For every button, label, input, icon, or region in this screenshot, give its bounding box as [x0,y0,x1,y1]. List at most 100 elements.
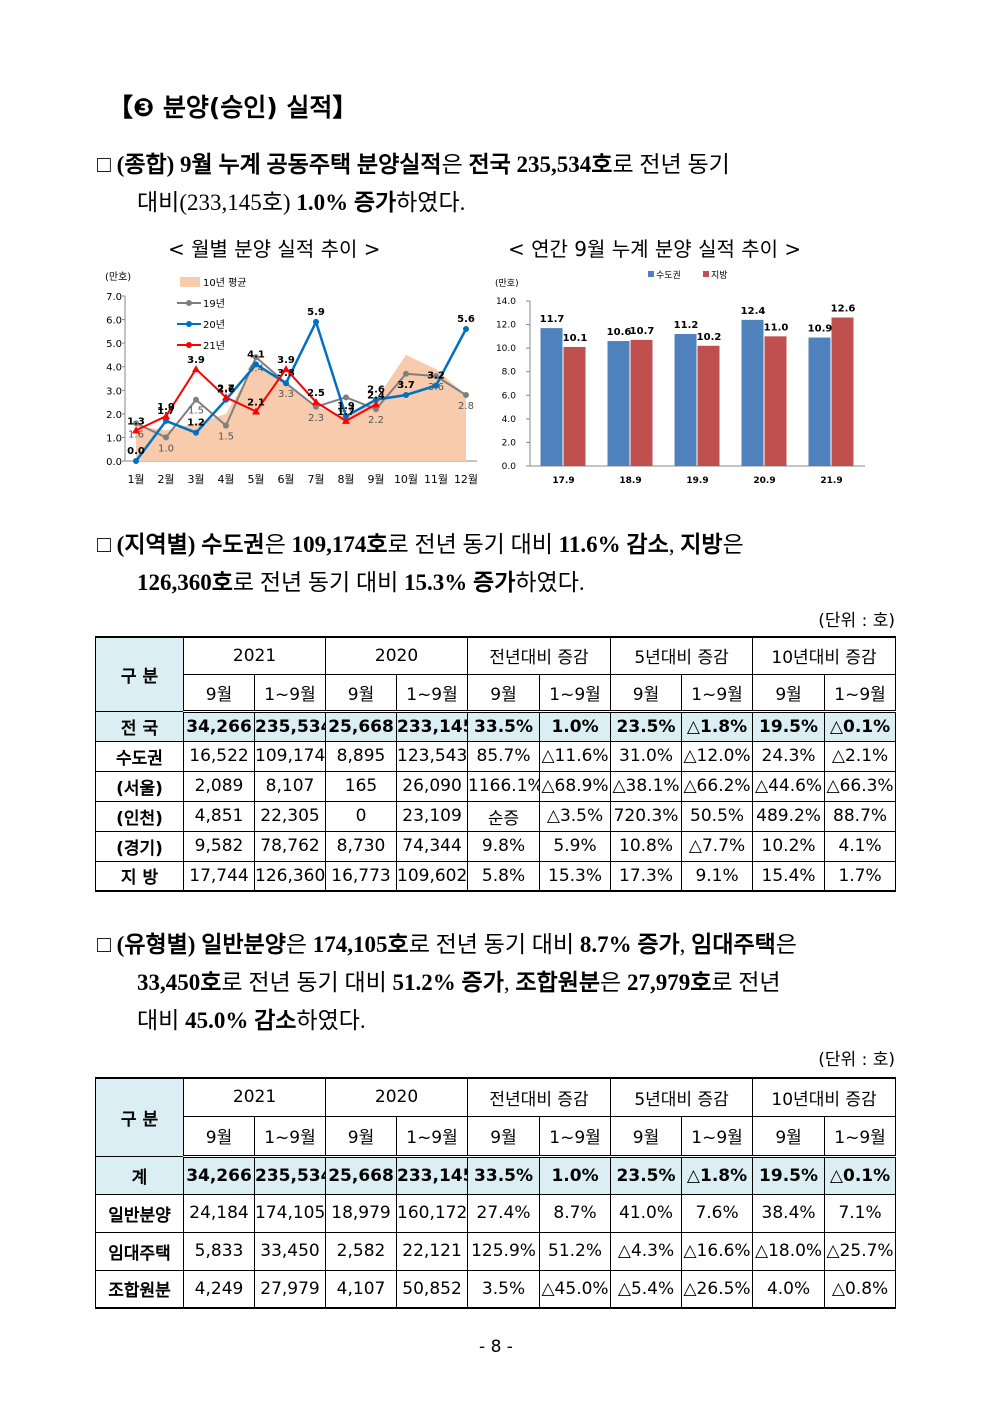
cell: 22,305 [253,800,327,832]
corner-cell: 구 분 [95,636,184,712]
cell: △38.1% [610,770,683,802]
bold-text: 8.7% 증가 [579,932,680,957]
bar [630,339,653,466]
bar [697,345,720,466]
text: □ [97,532,117,557]
cell: 235,534 [253,1155,327,1195]
cell: 78,762 [253,830,327,862]
cell: 9.1% [681,860,754,892]
data-label: 3.3 [278,389,294,400]
y-tick-label: 10.0 [496,344,516,354]
cell: 7.6% [681,1193,754,1233]
bold-text: 51.2% 증가 [392,970,504,995]
data-label: 2.7 [217,383,235,394]
data-label: 0.0 [127,446,145,457]
sub-header: 1~9월 [681,1115,754,1158]
cell: 1.0% [539,1155,612,1195]
cell: △0.8% [824,1269,897,1309]
cell: 1.0% [539,710,612,742]
group-header: 5년대비 증감 [610,636,754,675]
legend-marker [186,321,192,327]
row-label: 조합원분 [95,1269,184,1309]
x-tick-label: 21.9 [820,476,842,486]
data-label: 11.7 [540,314,565,325]
x-tick-label: 3월 [187,473,204,486]
text: 은 [600,970,627,995]
y-tick-label: 4.0 [106,363,122,374]
row-label: 계 [95,1155,184,1195]
corner-cell: 구 분 [95,1077,184,1157]
point [253,361,259,368]
section-title: 【❸ 분양(승인) 실적】 [108,93,358,122]
bold-text: 임대주택 [691,932,776,957]
cell: △25.7% [824,1231,897,1271]
point [192,365,200,373]
data-label: 3.2 [427,371,445,382]
cell: 15.4% [752,860,826,892]
group-header: 전년대비 증감 [467,1077,612,1117]
cell: 7.1% [824,1193,897,1233]
cell: 26,090 [396,770,469,802]
x-tick-label: 19.9 [686,476,708,486]
cell: 160,172 [396,1193,469,1233]
cell: 19.5% [752,1155,826,1195]
point [403,370,409,377]
cell: 24,184 [183,1193,255,1233]
monthly-chart: (만호) 0.0 1.0 2.0 3.0 4.0 5.0 6.0 7.0 1월 2월 3월 4월 5월 6월… [105,271,478,486]
cell: 16,522 [183,740,255,772]
row-label: 수도권 [95,740,184,772]
text: 은 [441,152,469,177]
cell: △3.5% [539,800,612,832]
row-label: (경기) [95,830,184,862]
point [162,412,170,420]
legend-label: 10년 평균 [203,277,247,289]
bold-text: 109,174호 [291,532,388,557]
cell: 5,833 [183,1231,255,1271]
header-row: 구 분 2021 2020 전년대비 증감 5년대비 증감 10년대비 증감 [95,1077,897,1157]
cell: △66.3% [824,770,897,802]
text: 로 전년 동기 [612,152,730,177]
point [133,458,139,464]
text-line: 대비(233,145호) 1.0% 증가하였다. [97,184,897,222]
point [132,426,140,434]
cell: 1.7% [824,860,897,892]
cell: 33.5% [467,1155,541,1195]
x-tick-label: 2월 [157,473,174,486]
cell: 123,543 [396,740,469,772]
point [193,396,199,403]
cell: △1.8% [681,1155,754,1195]
point [373,396,379,403]
data-row: 수도권 16,522 109,174 8,895 123,543 85.7% △11.6% 3… [95,740,897,772]
text-line: 126,360호로 전년 동기 대비 15.3% 증가하였다. [97,564,897,602]
cell: △66.2% [681,770,754,802]
cell: 15.3% [539,860,612,892]
cell: △18.0% [752,1231,826,1271]
cell: 10.2% [752,830,826,862]
point [313,318,319,325]
data-row: 전 국 34,266 235,534 25,668 233,145 33.5% 1.0% 23… [95,710,897,742]
cell: 38.4% [752,1193,826,1233]
sub-header: 1~9월 [396,1115,469,1158]
y-tick-label: 0.0 [106,457,122,468]
y-axis-label: (만호) [495,278,519,289]
y-axis-label: (만호) [105,271,131,283]
text: 은 [775,932,797,957]
point [282,365,290,373]
text: □ [97,152,117,177]
sub-header: 9월 [183,673,255,713]
x-tick-label: 5월 [247,473,264,486]
text-line: □ (유형별) 일반분양은 174,105호로 전년 동기 대비 8.7% 증가… [97,926,897,964]
sub-header: 9월 [325,1115,398,1158]
cell: △2.1% [824,740,897,772]
bold-text: 지방 [680,532,723,557]
sub-header: 9월 [752,1115,826,1158]
data-row: 임대주택 5,833 33,450 2,582 22,121 125.9% 51.2% △4.… [95,1231,897,1271]
subheader-row: 9월 1~9월 9월 1~9월 9월 1~9월 9월 1~9월 9월 1~9월 [96,673,897,713]
row-label: 지 방 [95,860,184,892]
text: 로 전년 동기 대비 [387,532,559,557]
cell: 3.5% [467,1269,541,1309]
text: 로 전년 [711,970,781,995]
text: 은 [722,532,744,557]
data-label: 1.5 [188,406,204,417]
y-tick-label: 6.0 [502,391,517,401]
